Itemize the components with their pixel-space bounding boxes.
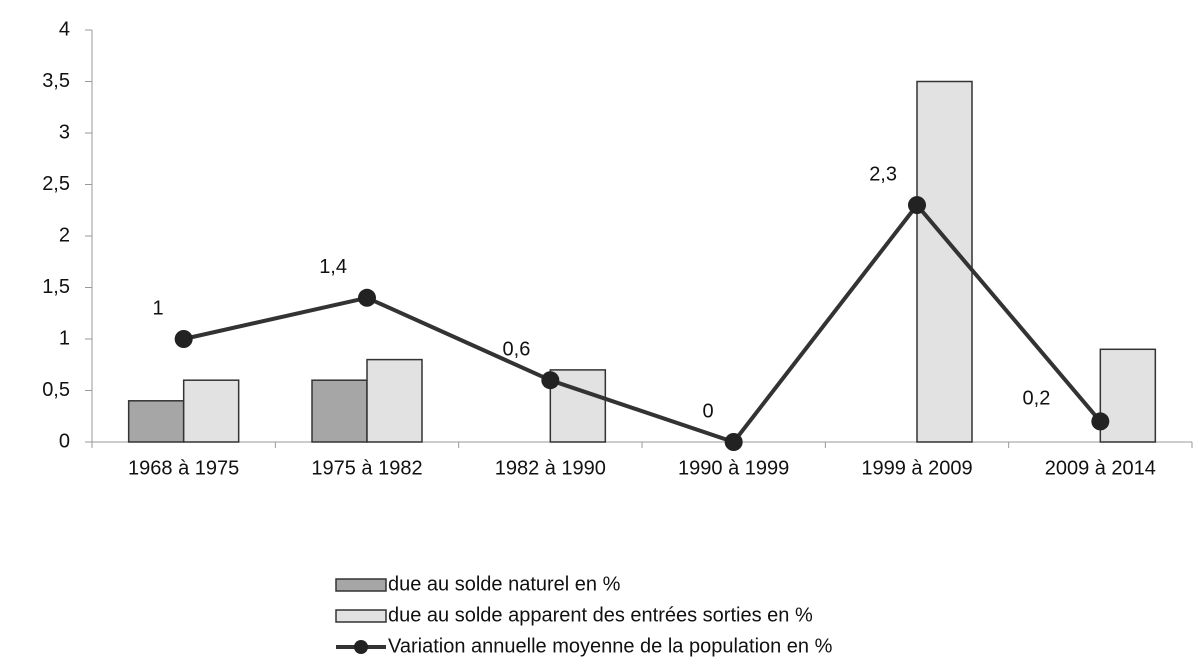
data-label: 2,3 [869, 163, 897, 185]
x-tick-label: 1982 à 1990 [495, 457, 606, 479]
marker [358, 288, 376, 307]
x-tick-label: 2009 à 2014 [1045, 457, 1156, 479]
legend-marker [354, 640, 368, 654]
x-tick-label: 1990 à 1999 [678, 457, 789, 479]
bar [366, 358, 423, 443]
y-tick-label: 0,5 [42, 379, 70, 401]
marker [908, 196, 926, 215]
marker [541, 371, 560, 390]
legend-label: due au solde apparent des entrées sortie… [388, 604, 813, 626]
marker [1091, 412, 1110, 431]
bar [1099, 348, 1157, 443]
y-tick-label: 1 [59, 327, 70, 349]
bar [127, 400, 185, 443]
data-label: 0,6 [503, 338, 531, 360]
line [183, 201, 1102, 445]
data-label: 0 [703, 400, 714, 422]
marker [724, 433, 743, 451]
legend-label: due au solde naturel en % [388, 573, 621, 595]
x-tick-label: 1968 à 1975 [128, 457, 239, 479]
data-label: 0,2 [1023, 388, 1051, 410]
data-label: 1,4 [319, 256, 347, 278]
bar [311, 379, 368, 443]
legend-label: Variation annuelle moyenne de la populat… [388, 635, 833, 657]
bar [182, 379, 240, 443]
y-tick-label: 3,5 [42, 70, 70, 92]
marker [174, 330, 193, 348]
y-tick-label: 2,5 [42, 173, 70, 195]
y-tick-label: 1,5 [42, 276, 70, 298]
x-tick-label: 1975 à 1982 [311, 457, 422, 479]
x-tick-label: 1999 à 2009 [861, 457, 972, 479]
y-tick-label: 0 [59, 430, 70, 452]
y-tick-label: 4 [59, 18, 70, 40]
y-tick-label: 2 [59, 224, 70, 246]
y-tick-label: 3 [59, 121, 70, 143]
legend-swatch [335, 609, 387, 623]
legend-swatch [335, 578, 387, 592]
data-label: 1 [153, 297, 164, 319]
